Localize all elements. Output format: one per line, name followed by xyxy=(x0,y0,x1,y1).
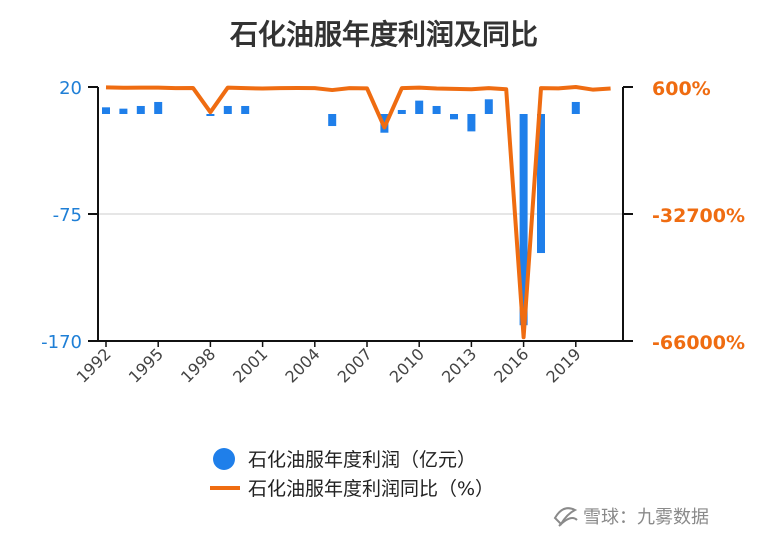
snowball-logo-icon xyxy=(553,507,578,527)
x-tick-label-2013: 2013 xyxy=(438,344,480,386)
bar-2000 xyxy=(241,105,250,114)
bar-1994 xyxy=(136,105,145,114)
y-right-tick-label: 600% xyxy=(652,78,711,100)
bar-2019 xyxy=(571,101,580,114)
bar-2010 xyxy=(415,100,424,114)
bar-1998 xyxy=(206,114,215,116)
x-tick-label-2010: 2010 xyxy=(386,344,428,386)
bar-1999 xyxy=(223,105,232,114)
bar-1992 xyxy=(102,107,110,114)
bar-1993 xyxy=(119,108,128,114)
x-tick-label-2004: 2004 xyxy=(281,344,323,386)
line-series xyxy=(105,85,611,340)
legend-line-label: 石化油服年度利润同比（%） xyxy=(248,478,494,500)
x-tick-label-2016: 2016 xyxy=(490,344,532,386)
bar-2013 xyxy=(467,114,476,132)
x-tick-labels: 1992 1995 1998 2001 2004 2007 2010 2013 2016 2019 xyxy=(73,341,585,387)
legend-bar-label: 石化油服年度利润（亿元） xyxy=(248,449,476,471)
chart-title: 石化油服年度利润及同比 xyxy=(229,18,538,51)
bar-2011 xyxy=(432,105,441,114)
x-tick-label-1998: 1998 xyxy=(177,344,219,386)
watermark-text: 雪球：九雾数据 xyxy=(583,507,709,528)
y-left-tick-label: -170 xyxy=(41,332,82,353)
y-left-tick-label: 20 xyxy=(59,78,82,99)
y-right-tick-label: -32700% xyxy=(652,205,745,227)
x-tick-label-2019: 2019 xyxy=(542,344,584,386)
bar-2014 xyxy=(484,99,493,114)
bar-2009 xyxy=(397,109,406,114)
bar-2012 xyxy=(450,114,458,120)
y-right-tick-label: -66000% xyxy=(652,332,745,354)
x-tick-label-1995: 1995 xyxy=(125,344,167,386)
bar-2017 xyxy=(537,114,545,254)
watermark: 雪球：九雾数据 xyxy=(553,507,709,528)
bar-2005 xyxy=(328,114,337,127)
legend-bar-marker xyxy=(213,448,235,470)
bar-1995 xyxy=(154,101,163,114)
y-left-tick-label: -75 xyxy=(53,205,82,226)
x-tick-label-2007: 2007 xyxy=(334,344,376,386)
x-tick-label-2001: 2001 xyxy=(229,344,271,386)
bar-2016 xyxy=(519,114,528,326)
line-growth xyxy=(105,85,611,340)
